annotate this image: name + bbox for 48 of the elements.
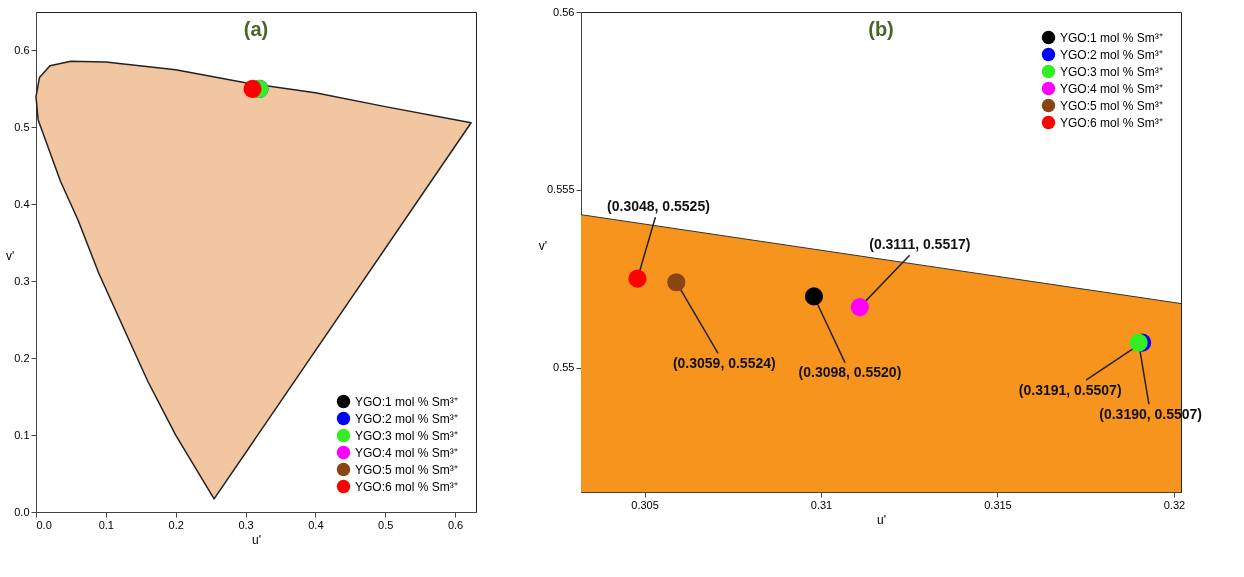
y-tick-label: 0.6: [14, 43, 30, 56]
annotation: (0.3098, 0.5520): [798, 364, 902, 381]
legend-label: YGO:5 mol % Sm³⁺: [1060, 98, 1163, 113]
y-tick-label: 0.3: [14, 274, 30, 287]
y-tick-label: 0.5: [14, 120, 30, 133]
point: [628, 269, 647, 288]
x-axis-title: u': [252, 532, 261, 547]
x-tick-label: 0.31: [810, 498, 833, 511]
y-tick-label: 0.555: [546, 183, 575, 196]
x-tick-label: 0.6: [447, 518, 464, 531]
legend-label: YGO:5 mol % Sm³⁺: [355, 462, 458, 477]
chart-title: (b): [868, 18, 894, 40]
legend-label: YGO:2 mol % Sm³⁺: [355, 411, 458, 426]
legend-label: YGO:1 mol % Sm³⁺: [355, 394, 458, 409]
annotation: (0.3048, 0.5525): [607, 197, 710, 214]
legend-label: YGO:6 mol % Sm³⁺: [355, 479, 458, 494]
y-axis-title: v': [6, 248, 15, 263]
legend-label: YGO:3 mol % Sm³⁺: [1060, 64, 1163, 79]
x-tick-label: 0.3: [238, 518, 254, 531]
legend-label: YGO:1 mol % Sm³⁺: [1060, 30, 1163, 45]
x-axis-title: u': [877, 512, 886, 527]
x-tick-label: 0.1: [98, 518, 114, 531]
annotation: (0.3059, 0.5524): [672, 354, 776, 371]
legend-label: YGO:4 mol % Sm³⁺: [355, 445, 458, 460]
x-tick-label: 0.315: [984, 498, 1012, 511]
annotation: (0.3191, 0.5507): [1018, 381, 1122, 398]
y-tick-label: 0.56: [553, 5, 575, 18]
legend-label: YGO:6 mol % Sm³⁺: [1060, 115, 1163, 130]
y-tick-label: 0.2: [14, 351, 30, 364]
y-tick-label: 0.55: [553, 361, 575, 374]
x-tick-label: 0.4: [308, 518, 324, 531]
x-tick-label: 0.2: [168, 518, 184, 531]
x-tick-label: 0.0: [36, 518, 52, 531]
chart-title: (a): [243, 18, 269, 40]
point: [804, 287, 824, 306]
x-tick-label: 0.305: [631, 498, 659, 511]
annotation: (0.3111, 0.5517): [869, 235, 971, 252]
point: [1129, 333, 1148, 352]
legend-label: YGO:3 mol % Sm³⁺: [355, 428, 458, 443]
point: [667, 273, 686, 292]
y-axis-title: v': [538, 238, 548, 253]
y-tick-label: 0.1: [14, 428, 30, 441]
legend-label: YGO:2 mol % Sm³⁺: [1060, 47, 1163, 62]
x-tick-label: 0.32: [1163, 498, 1186, 511]
x-tick-label: 0.5: [378, 518, 394, 531]
point: [850, 298, 869, 317]
legend-label: YGO:4 mol % Sm³⁺: [1060, 81, 1163, 96]
y-tick-label: 0.4: [14, 197, 30, 210]
